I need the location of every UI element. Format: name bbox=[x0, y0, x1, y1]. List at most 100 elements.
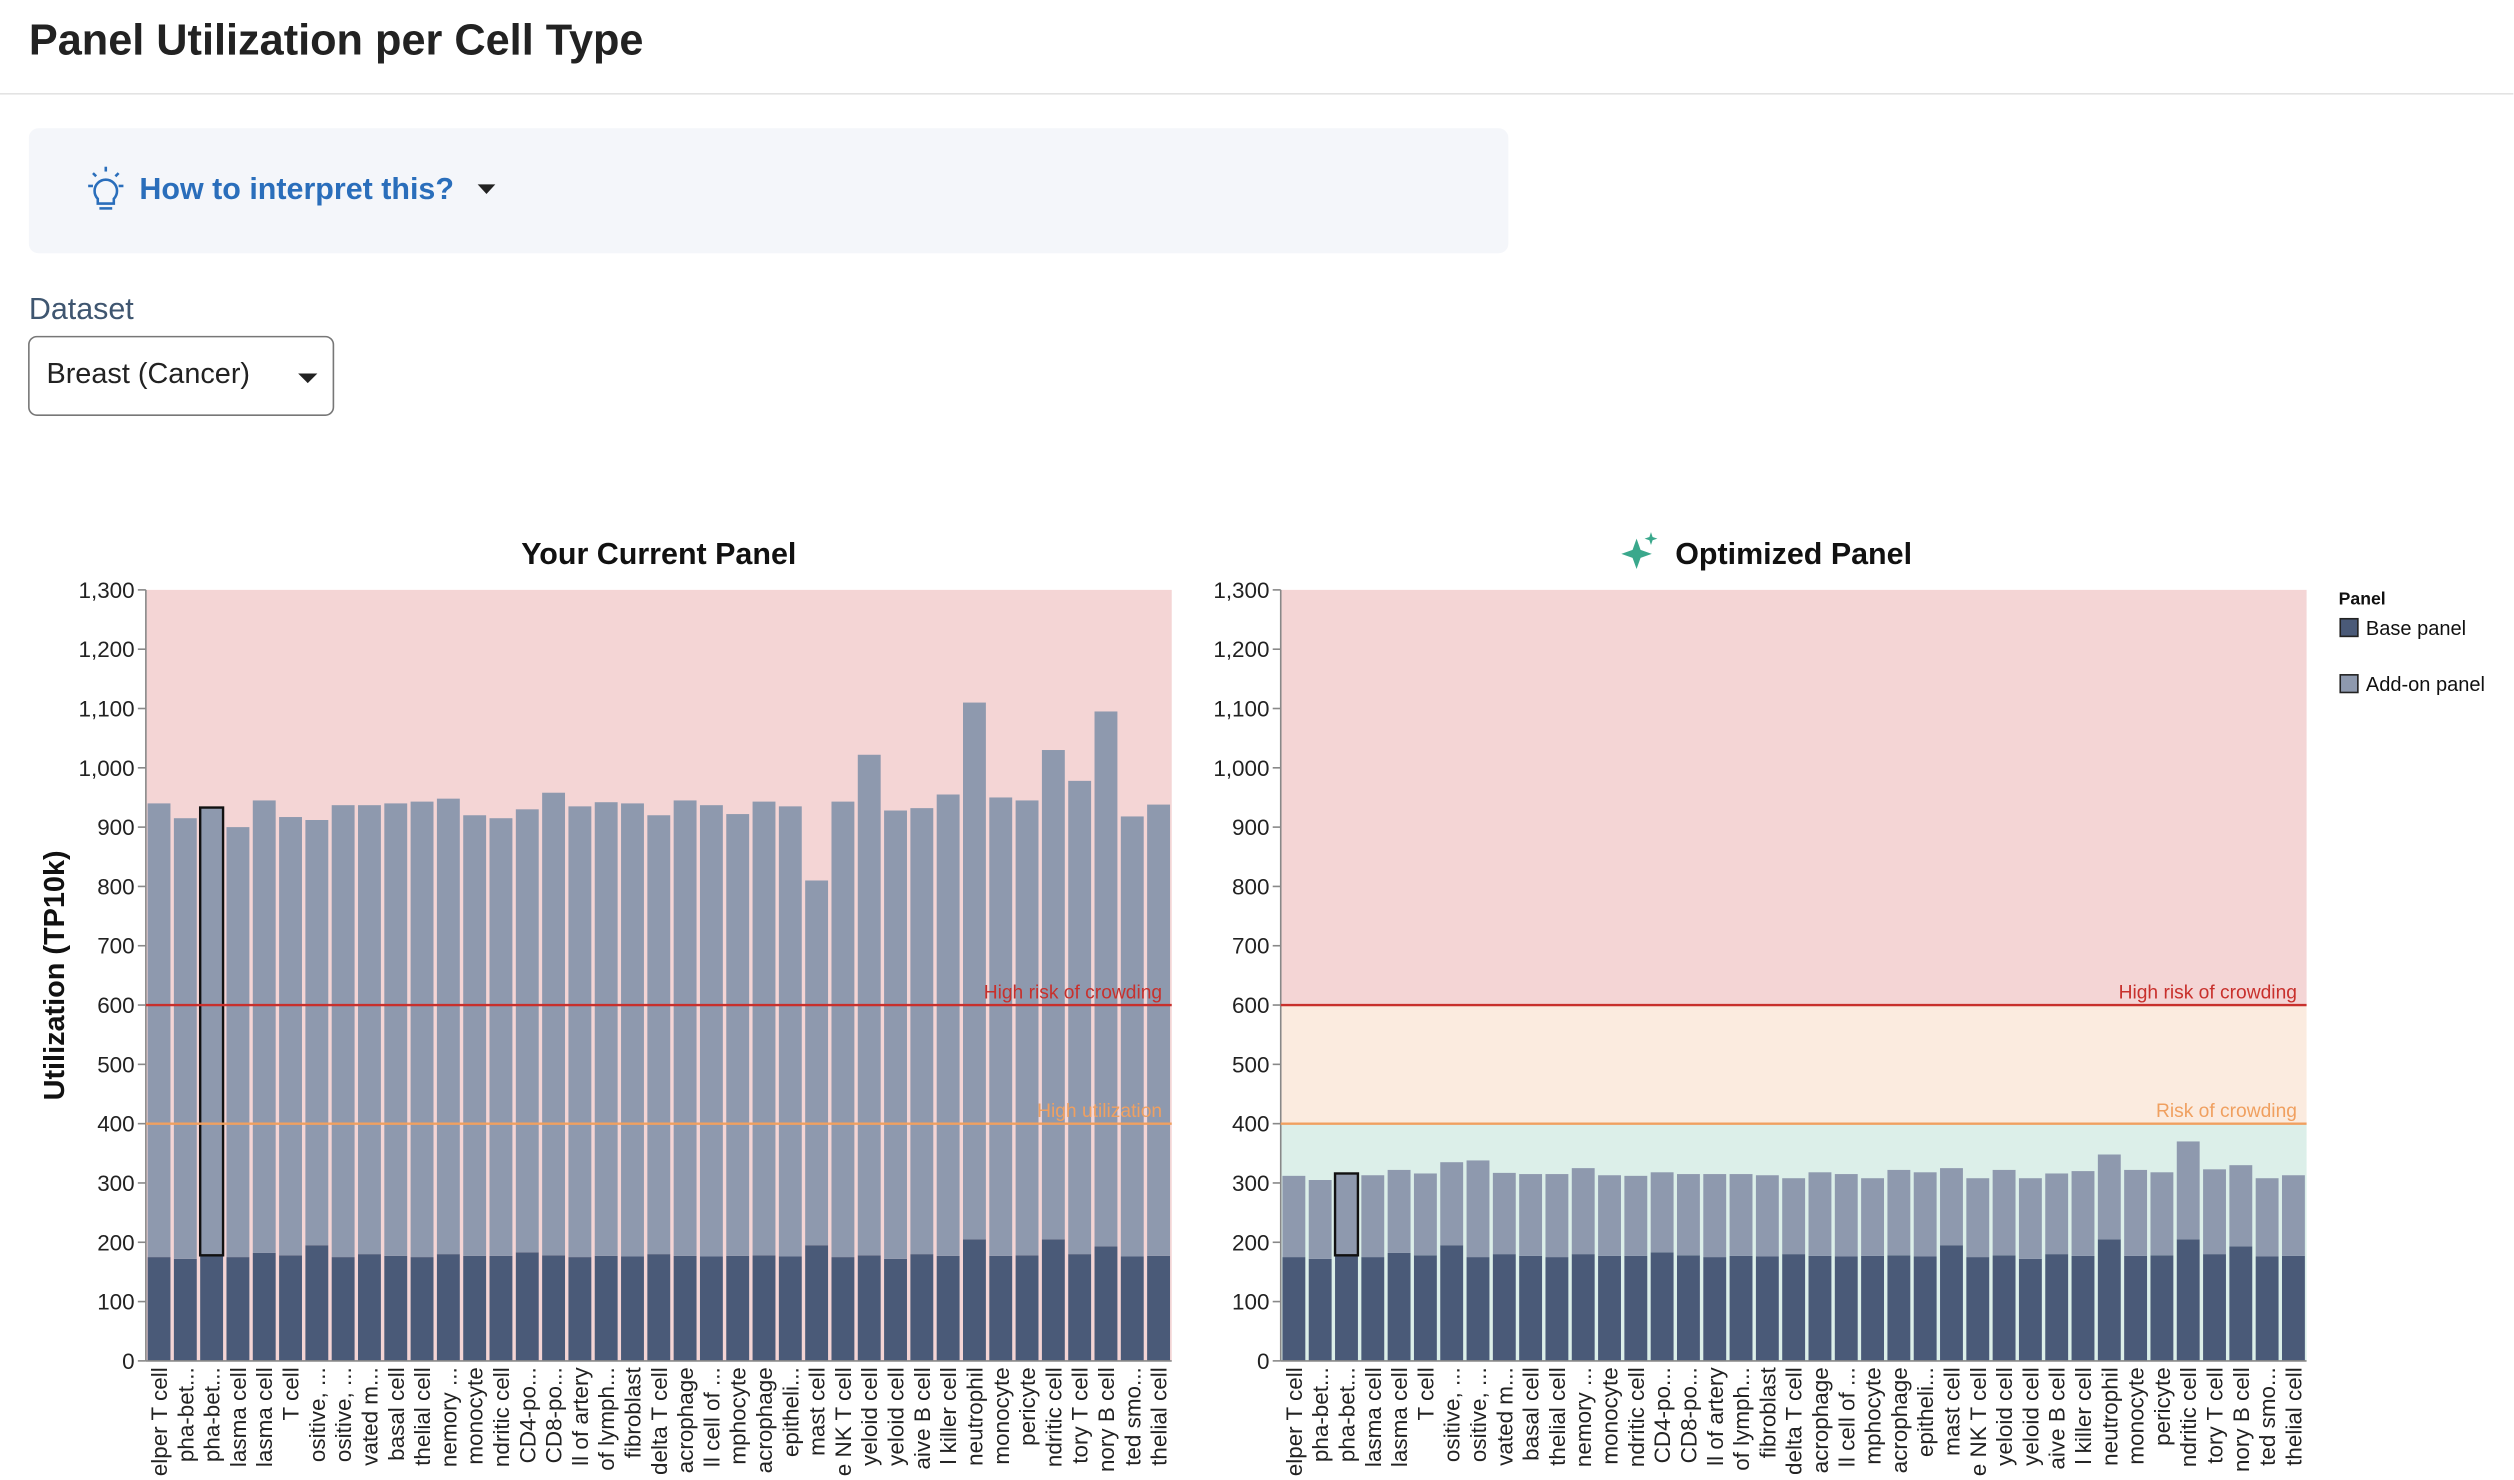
x-tick-label: pha-bet... bbox=[1334, 1367, 1359, 1462]
x-tick-label: ll of artery bbox=[568, 1367, 593, 1466]
bar-segment bbox=[542, 792, 566, 1256]
bar-segment bbox=[910, 808, 934, 1255]
bar-segment bbox=[752, 1255, 776, 1361]
bar-segment bbox=[1147, 1255, 1171, 1361]
x-tick-label: CD8-po... bbox=[1676, 1367, 1701, 1463]
bar-segment bbox=[1861, 1178, 1885, 1256]
bar-segment bbox=[1808, 1255, 1832, 1361]
dataset-value[interactable]: Breast (Cancer) bbox=[46, 358, 250, 390]
y-tick-label: 1,100 bbox=[1213, 697, 1269, 722]
x-tick-label: acrophage bbox=[752, 1367, 777, 1473]
bar-segment bbox=[1041, 1239, 1065, 1361]
bar-segment bbox=[1808, 1172, 1832, 1256]
bar-segment bbox=[568, 806, 592, 1258]
bar-segment bbox=[910, 1254, 934, 1361]
x-tick-label: tory T cell bbox=[2203, 1367, 2228, 1463]
y-tick-label: 800 bbox=[97, 874, 134, 899]
bar-segment bbox=[515, 809, 539, 1253]
bar-segment bbox=[778, 806, 802, 1257]
x-tick-label: mphocyte bbox=[726, 1367, 751, 1464]
x-tick-label: mphocyte bbox=[1861, 1367, 1886, 1464]
x-tick-label: ositive, ... bbox=[305, 1367, 330, 1462]
x-tick-label: ted smo... bbox=[2255, 1367, 2280, 1466]
bar-segment bbox=[1068, 780, 1092, 1255]
x-tick-label: monocyte bbox=[463, 1367, 488, 1464]
plot-band bbox=[1280, 1005, 2307, 1124]
x-tick-label: pha-bet... bbox=[1308, 1367, 1333, 1462]
y-tick-label: 700 bbox=[97, 934, 134, 959]
bar-segment bbox=[2229, 1246, 2253, 1361]
help-caret[interactable] bbox=[477, 184, 496, 194]
bar-segment bbox=[936, 794, 960, 1256]
x-tick-label: monocyte bbox=[989, 1367, 1014, 1464]
x-tick-label: yeloid cell bbox=[884, 1367, 909, 1466]
bulb-icon bbox=[88, 166, 124, 210]
bar-segment bbox=[1598, 1175, 1621, 1256]
bar-segment bbox=[594, 802, 618, 1256]
bar-segment bbox=[1650, 1172, 1674, 1253]
help-toggle[interactable]: How to interpret this? bbox=[139, 172, 454, 206]
y-tick-label: 200 bbox=[1232, 1230, 1269, 1255]
bar-segment bbox=[358, 1254, 381, 1361]
bar-segment bbox=[1361, 1175, 1385, 1258]
bar-segment bbox=[384, 1255, 408, 1361]
bar-segment bbox=[1755, 1256, 1779, 1361]
y-tick-label: 1,000 bbox=[1213, 756, 1269, 781]
bar-segment bbox=[2124, 1255, 2148, 1361]
bar-segment bbox=[1598, 1255, 1621, 1361]
x-tick-label: e NK T cell bbox=[1966, 1367, 1991, 1476]
bar-segment bbox=[673, 1255, 697, 1361]
x-tick-label: CD4-po... bbox=[1650, 1367, 1675, 1463]
bar-segment bbox=[884, 1258, 907, 1361]
x-tick-label: acrophage bbox=[673, 1367, 698, 1473]
bar-segment bbox=[594, 1255, 618, 1361]
bar-segment bbox=[699, 805, 723, 1257]
bar-segment bbox=[1940, 1245, 1963, 1361]
y-tick-label: 1,100 bbox=[78, 697, 134, 722]
bar-segment bbox=[1861, 1255, 1885, 1361]
x-tick-label: yeloid cell bbox=[2018, 1367, 2043, 1466]
bar-segment bbox=[2229, 1165, 2253, 1247]
bar-segment bbox=[963, 702, 986, 1240]
bar-segment bbox=[2045, 1254, 2069, 1361]
x-tick-label: lasma cell bbox=[1387, 1367, 1412, 1467]
bar-segment bbox=[1729, 1255, 1753, 1361]
bar-segment bbox=[515, 1252, 539, 1361]
y-tick-label: 800 bbox=[1232, 874, 1269, 899]
threshold-label: High utilization bbox=[1037, 1101, 1162, 1122]
select-caret[interactable] bbox=[298, 373, 318, 384]
dataset-select[interactable] bbox=[28, 335, 335, 416]
bar-segment bbox=[1887, 1169, 1911, 1256]
bar-segment bbox=[1545, 1174, 1569, 1258]
dataset-label: Dataset bbox=[29, 292, 134, 326]
bar-segment bbox=[2203, 1254, 2226, 1361]
x-tick-label: nemory ... bbox=[436, 1367, 461, 1467]
bar-segment bbox=[884, 810, 907, 1259]
bar-segment bbox=[489, 818, 513, 1256]
sparkle-icon bbox=[1621, 532, 1658, 570]
bar-segment bbox=[1782, 1254, 1806, 1361]
bar-segment bbox=[699, 1256, 723, 1361]
bar-segment bbox=[1834, 1174, 1858, 1257]
x-tick-label: thelial cell bbox=[1147, 1367, 1172, 1466]
x-tick-label: elper T cell bbox=[147, 1367, 172, 1476]
bar-segment bbox=[1966, 1178, 1990, 1258]
bar-segment bbox=[1308, 1179, 1332, 1259]
x-tick-label: fibroblast bbox=[621, 1367, 646, 1459]
x-tick-label: yeloid cell bbox=[857, 1367, 882, 1466]
bar-segment bbox=[752, 801, 776, 1256]
bar-segment bbox=[358, 805, 381, 1255]
help-box bbox=[28, 128, 1509, 254]
bar-segment bbox=[1519, 1174, 1543, 1256]
bar-segment bbox=[1068, 1254, 1092, 1361]
bar-segment bbox=[1015, 800, 1039, 1256]
x-tick-label: ll cell of ... bbox=[1834, 1367, 1859, 1467]
y-tick-label: 700 bbox=[1232, 934, 1269, 959]
bar-segment bbox=[436, 1254, 460, 1361]
bar-segment bbox=[1624, 1175, 1648, 1256]
y-tick-label: 1,300 bbox=[1213, 578, 1269, 603]
x-tick-label: aive B cell bbox=[910, 1367, 935, 1469]
bar-segment bbox=[2176, 1239, 2200, 1361]
bar-segment bbox=[2255, 1178, 2279, 1257]
